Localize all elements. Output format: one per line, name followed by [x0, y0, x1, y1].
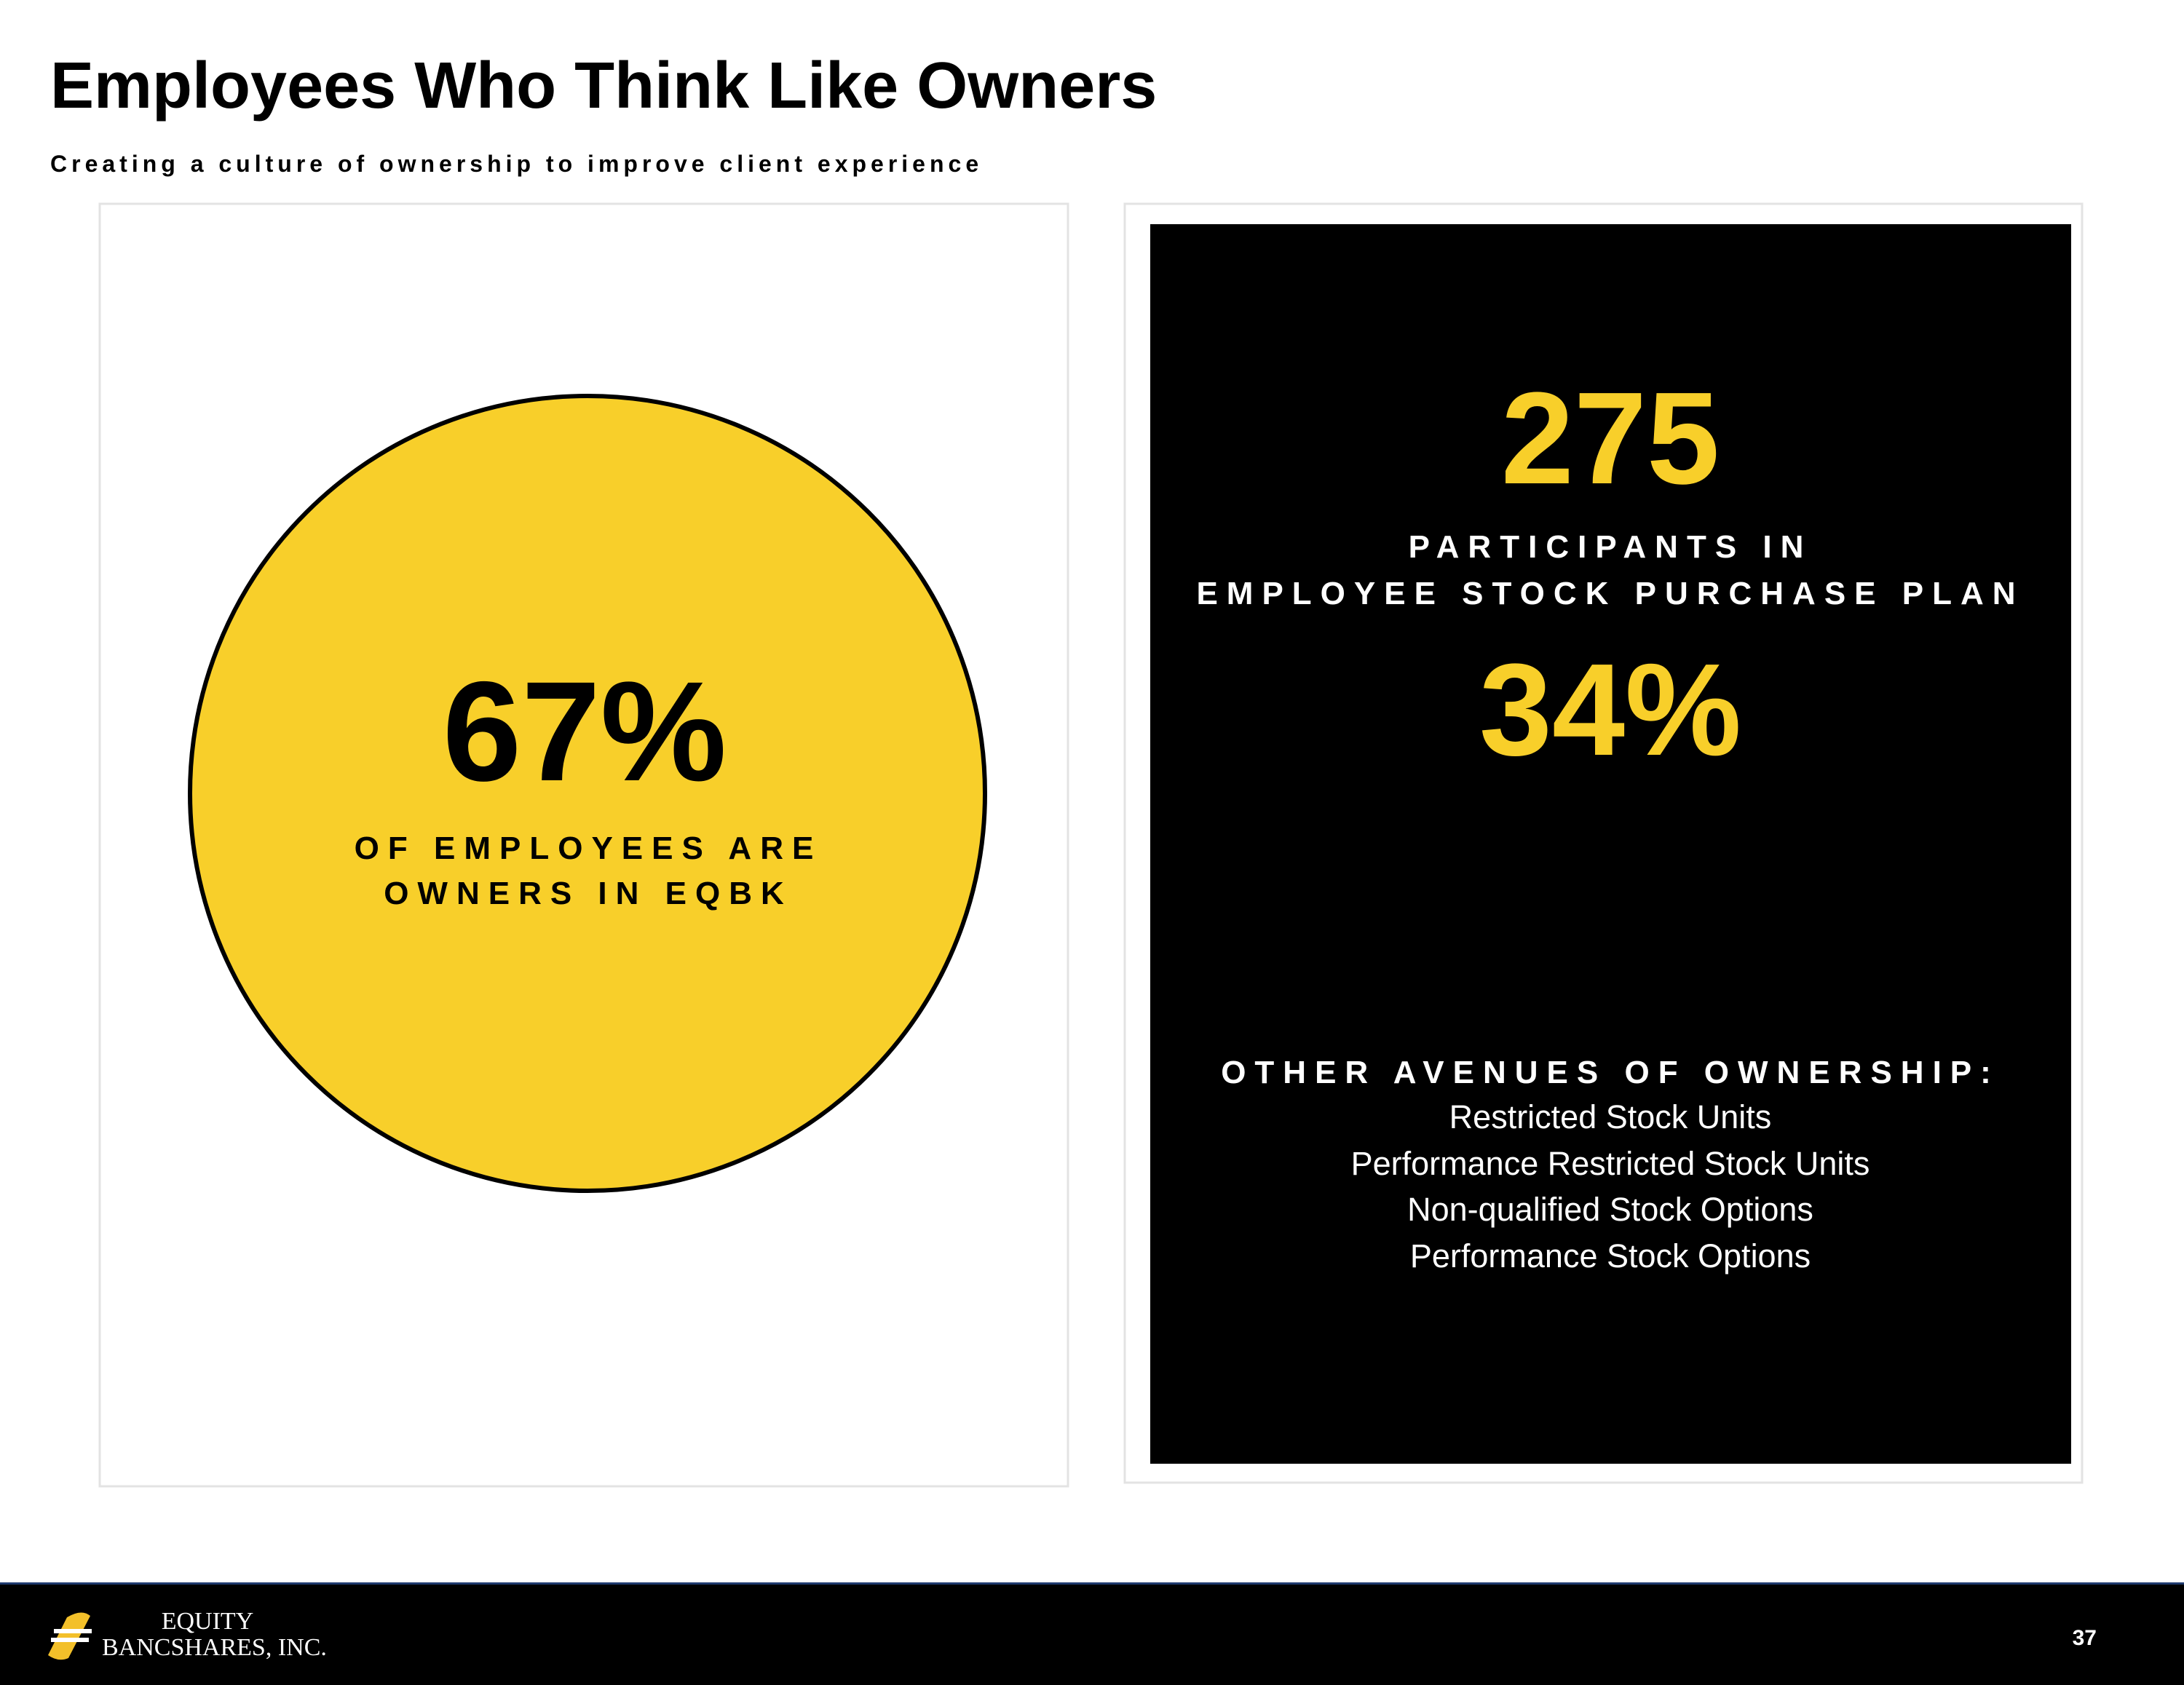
logo-icon: [48, 1612, 92, 1660]
stat-employees: 67%: [443, 652, 727, 811]
footer: [0, 1582, 2184, 1685]
caption-line: OF EMPLOYEES ARE: [355, 830, 823, 866]
stat-percent: 34%: [1479, 637, 1741, 783]
other-item: Non-qualified Stock Options: [1407, 1191, 1813, 1228]
other-item: Restricted Stock Units: [1449, 1098, 1772, 1135]
logo-text: BANCSHARES, INC.: [102, 1634, 327, 1661]
right-panel-inner: [1150, 224, 2071, 1464]
footer-rule: [0, 1582, 2184, 1585]
subtitle: Creating a culture of ownership to impro…: [50, 151, 983, 177]
stat-participants: 275: [1501, 365, 1720, 512]
other-item: Performance Stock Options: [1410, 1237, 1811, 1274]
page-number: 37: [2073, 1626, 2097, 1650]
logo-text: EQUITY: [162, 1608, 254, 1635]
title: Employees Who Think Like Owners: [50, 49, 1157, 122]
other-item: Performance Restricted Stock Units: [1351, 1145, 1870, 1182]
caption-line: OWNERS IN EQBK: [384, 876, 793, 911]
caption-line: EMPLOYEE STOCK PURCHASE PLAN: [1196, 576, 2024, 611]
other-heading: OTHER AVENUES OF OWNERSHIP:: [1221, 1055, 2000, 1090]
caption-line: PARTICIPANTS IN: [1409, 529, 1813, 565]
ownership-circle: [188, 394, 987, 1193]
